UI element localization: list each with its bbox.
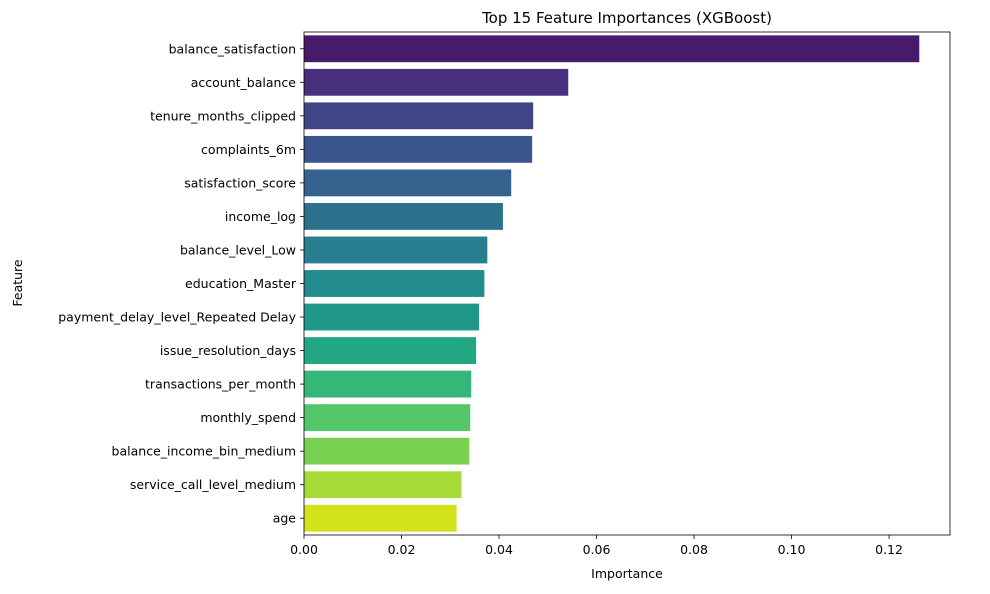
x-tick-label: 0.08 [680,542,708,557]
y-tick-label: monthly_spend [200,410,296,425]
bar-balance-level-low [304,236,488,264]
y-tick-label: complaints_6m [201,142,296,157]
y-tick-label: transactions_per_month [145,377,296,392]
x-tick-label: 0.06 [583,542,611,557]
y-ticks-group: balance_satisfaction account_balancetenur… [58,41,304,526]
bar-complaints-6m [304,135,533,163]
x-tick-label: 0.00 [290,542,318,557]
y-tick-label: balance_satisfaction [169,41,296,56]
x-tick-label: 0.02 [388,542,416,557]
y-tick-label: satisfaction_score [184,175,296,190]
bar-monthly-spend [304,404,471,432]
y-tick-label: balance_income_bin_medium [112,444,296,459]
y-tick-label: education_Master [185,276,297,291]
y-tick-label: account_balance [191,75,297,90]
y-tick-label: income_log [225,209,296,224]
bar-service-call-level-medium [304,471,462,499]
x-ticks-group: 0.00 0.02 0.04 0.06 0.08 0.10 0.12 [290,535,903,557]
bar-payment-delay-level-repeated-delay [304,303,480,331]
axes-frame [303,31,951,536]
bar-account-balance [304,68,569,96]
y-tick-label: payment_delay_level_Repeated Delay [58,310,296,325]
bar-balance-satisfaction [304,35,920,63]
x-tick-label: 0.12 [875,542,903,557]
y-tick-label: tenure_months_clipped [150,108,296,123]
bars-group [304,35,920,532]
x-axis-label: Importance [591,566,663,581]
x-tick-label: 0.04 [485,542,513,557]
bar-education-master [304,270,485,297]
chart-title: Top 15 Feature Importances (XGBoost) [481,9,772,27]
bar-age [304,504,457,532]
y-axis-label: Feature [10,259,25,307]
y-tick-label: issue_resolution_days [160,343,296,358]
bar-balance-income-bin-medium [304,437,470,465]
bar-transactions-per-month [304,370,472,398]
bar-satisfaction-score [304,169,512,197]
plot-frame [303,31,951,536]
y-tick-label: service_call_level_medium [130,477,296,492]
x-tick-label: 0.10 [778,542,806,557]
bar-income-log [304,203,503,230]
y-tick-label: balance_level_Low [180,242,296,257]
bar-tenure-months-clipped [304,102,534,130]
y-tick-label: age [273,511,297,526]
bar-issue-resolution-days [304,337,477,364]
